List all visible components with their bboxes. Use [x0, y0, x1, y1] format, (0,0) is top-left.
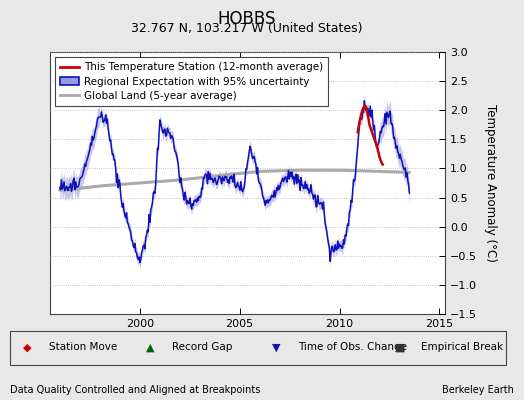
Text: Berkeley Earth: Berkeley Earth — [442, 385, 514, 395]
Y-axis label: Temperature Anomaly (°C): Temperature Anomaly (°C) — [484, 104, 497, 262]
Text: ▲: ▲ — [146, 342, 155, 352]
Text: ■: ■ — [395, 342, 406, 352]
Text: Empirical Break: Empirical Break — [421, 342, 504, 352]
Text: 32.767 N, 103.217 W (United States): 32.767 N, 103.217 W (United States) — [130, 22, 362, 35]
Text: HOBBS: HOBBS — [217, 10, 276, 28]
Text: Record Gap: Record Gap — [172, 342, 233, 352]
Text: Station Move: Station Move — [49, 342, 117, 352]
Text: Data Quality Controlled and Aligned at Breakpoints: Data Quality Controlled and Aligned at B… — [10, 385, 261, 395]
Text: ▼: ▼ — [272, 342, 280, 352]
Text: ◆: ◆ — [23, 342, 31, 352]
Legend: This Temperature Station (12-month average), Regional Expectation with 95% uncer: This Temperature Station (12-month avera… — [55, 57, 329, 106]
Text: Time of Obs. Change: Time of Obs. Change — [298, 342, 407, 352]
